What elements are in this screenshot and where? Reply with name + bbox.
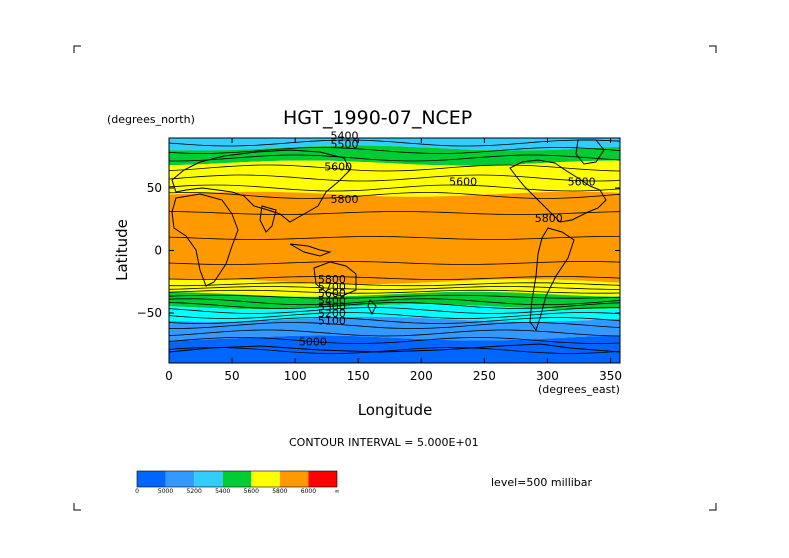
contour-line xyxy=(169,317,620,324)
x-tick-label: 250 xyxy=(473,369,496,383)
contour-label: 5000 xyxy=(299,336,327,349)
colorbar-swatch xyxy=(165,471,195,487)
contour-label: 5800 xyxy=(318,273,346,286)
contour-label: 5800 xyxy=(331,193,359,206)
contour-line xyxy=(169,139,620,147)
colorbar-tick-label: 5800 xyxy=(272,488,287,495)
contour-line xyxy=(169,289,620,294)
contour-line xyxy=(169,164,620,172)
x-units-label: (degrees_east) xyxy=(538,383,620,396)
level-text: level=500 millibar xyxy=(491,476,593,489)
colorbar-tick-label: 5600 xyxy=(244,488,259,495)
contour-line xyxy=(169,184,620,192)
colorbar-tick-label: 0 xyxy=(135,488,139,495)
colorbar-swatch xyxy=(251,471,280,487)
contour-line xyxy=(169,211,620,215)
colorbar-swatch xyxy=(279,471,309,487)
contour-label: 5400 xyxy=(318,294,346,307)
contour-line xyxy=(169,147,620,154)
contour-label: 5400 xyxy=(331,129,359,142)
colorbar-frame xyxy=(136,470,338,488)
height-band xyxy=(169,279,620,297)
contour-label: 5200 xyxy=(318,307,346,320)
colorbar-swatch xyxy=(137,471,166,487)
colorbar-tick-label: ∞ xyxy=(335,488,340,495)
contour-line xyxy=(169,302,620,309)
height-bands xyxy=(169,138,620,363)
contour-line xyxy=(169,294,620,299)
x-tick-label: 0 xyxy=(165,369,173,383)
contour-line xyxy=(169,154,620,162)
coastlines xyxy=(169,139,620,353)
contour-line xyxy=(169,298,620,306)
contour-line xyxy=(169,329,620,337)
contour-label: 5500 xyxy=(331,138,359,151)
contour-line xyxy=(169,347,620,354)
corner-marks xyxy=(73,45,717,511)
height-band xyxy=(169,335,620,363)
y-tick-label: 0 xyxy=(154,244,162,258)
colorbar-tick-label: 6000 xyxy=(301,488,316,495)
x-tick-label: 100 xyxy=(284,369,307,383)
contour-line xyxy=(169,307,620,314)
height-band xyxy=(169,291,620,310)
y-tick-label: 50 xyxy=(147,181,162,195)
contour-label: 5600 xyxy=(449,176,477,189)
y-units-label: (degrees_north) xyxy=(107,113,195,126)
x-tick-label: 350 xyxy=(599,369,622,383)
contour-line xyxy=(169,286,620,290)
contour-line xyxy=(169,236,620,240)
contour-label: 5100 xyxy=(318,314,346,327)
y-ticks: 50 0 −50 xyxy=(137,181,620,320)
colorbar-tick-label: 5000 xyxy=(158,488,173,495)
contour-line xyxy=(169,192,620,199)
contour-line xyxy=(169,174,620,182)
colorbar-tick-label: 5200 xyxy=(187,488,202,495)
contour-line xyxy=(169,337,620,344)
colorbar-tick-label: 5400 xyxy=(215,488,230,495)
x-axis-label: Longitude xyxy=(358,401,433,419)
colorbar-swatch xyxy=(222,471,252,487)
contour-label: 5800 xyxy=(535,212,563,225)
contour-lines xyxy=(169,139,620,354)
x-ticks: 0 50 100 150 200 250 300 350 xyxy=(165,138,622,383)
contour-line xyxy=(169,322,620,329)
y-axis-label: Latitude xyxy=(113,219,131,281)
contour-label: 5600 xyxy=(568,176,596,189)
contour-label: 5300 xyxy=(318,301,346,314)
x-tick-label: 50 xyxy=(224,369,239,383)
chart-title: HGT_1990-07_NCEP xyxy=(283,107,472,129)
y-tick-label: −50 xyxy=(137,306,162,320)
x-tick-label: 300 xyxy=(536,369,559,383)
colorbar: 0 5000 5200 5400 5600 5800 6000 ∞ xyxy=(135,470,340,495)
colorbar-swatch xyxy=(194,471,223,487)
colorbar-swatch xyxy=(308,471,337,487)
contour-line xyxy=(169,276,620,280)
contour-label: 5700 xyxy=(318,281,346,294)
height-band xyxy=(169,138,620,151)
contour-line xyxy=(169,312,620,319)
x-tick-label: 200 xyxy=(410,369,433,383)
contour-label: 5600 xyxy=(318,287,346,300)
contour-label: 5600 xyxy=(324,161,352,174)
contour-line xyxy=(169,282,620,287)
x-tick-label: 150 xyxy=(347,369,370,383)
contour-interval-text: CONTOUR INTERVAL = 5.000E+01 xyxy=(289,436,479,449)
contour-line xyxy=(169,261,620,265)
